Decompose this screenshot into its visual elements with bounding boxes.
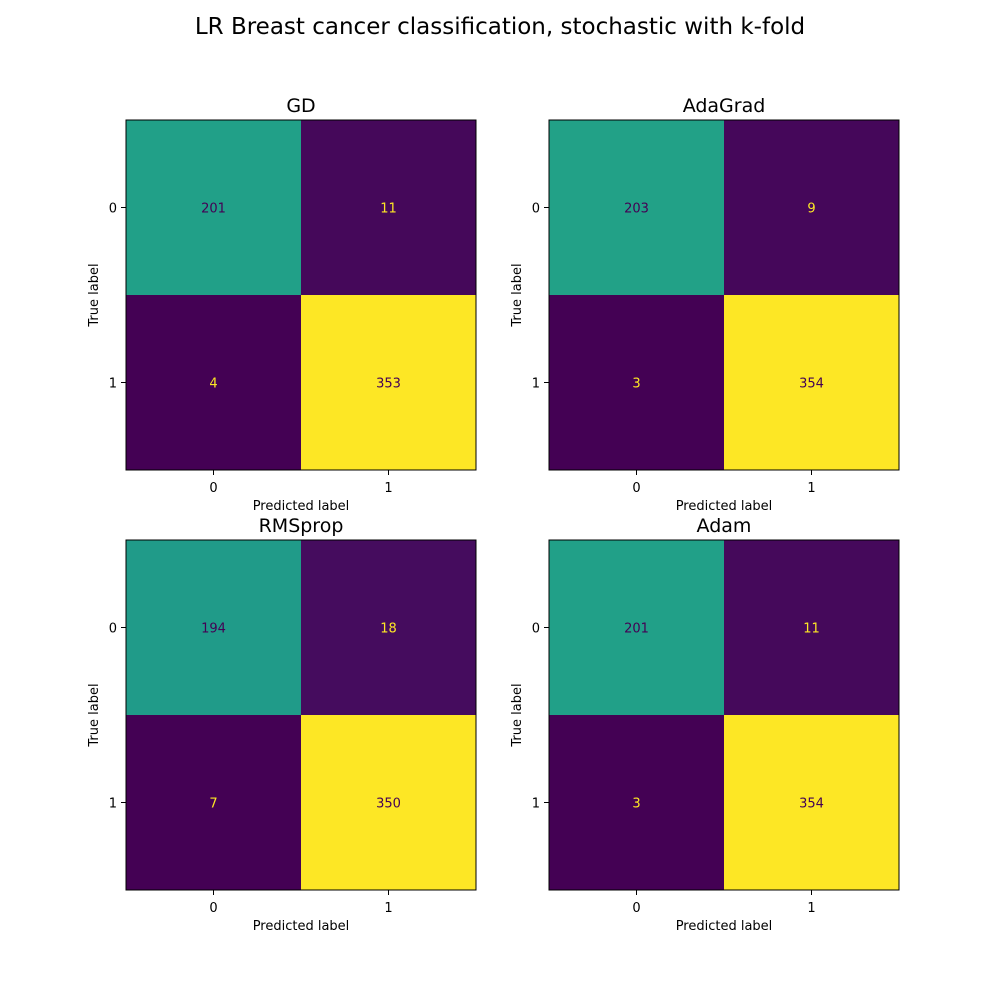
x-tick-label: 0 xyxy=(209,481,217,496)
matrix-cell xyxy=(126,120,301,295)
figure-title: LR Breast cancer classification, stochas… xyxy=(194,14,806,40)
matrix-cell xyxy=(724,540,899,715)
y-tick-label: 0 xyxy=(532,202,540,217)
y-tick-label: 0 xyxy=(532,622,540,637)
matrix-cell xyxy=(126,715,301,890)
y-tick-label: 1 xyxy=(532,797,540,812)
y-tick-label: 1 xyxy=(532,377,540,392)
cell-value-label: 194 xyxy=(201,622,226,637)
x-tick-label: 1 xyxy=(807,481,815,496)
axes-frame xyxy=(125,119,477,471)
subplot-title: GD xyxy=(286,95,315,117)
x-axis-label: Predicted label xyxy=(676,919,773,934)
cell-value-label: 353 xyxy=(376,377,401,392)
matrix-cell xyxy=(549,120,724,295)
cell-value-label: 4 xyxy=(209,377,217,392)
cell-value-label: 18 xyxy=(380,622,397,637)
cell-value-label: 203 xyxy=(624,202,649,217)
y-axis-label: True label xyxy=(87,263,102,327)
cell-value-label: 350 xyxy=(376,797,401,812)
y-tick-label: 1 xyxy=(109,797,117,812)
cell-value-label: 201 xyxy=(624,622,649,637)
x-axis-label: Predicted label xyxy=(253,499,350,514)
matrix-cell xyxy=(301,295,476,470)
x-tick-label: 1 xyxy=(384,901,392,916)
cell-value-label: 11 xyxy=(380,202,397,217)
matrix-cell xyxy=(549,540,724,715)
matrix-cell xyxy=(126,540,301,715)
y-axis-label: True label xyxy=(510,263,525,327)
cell-value-label: 354 xyxy=(799,377,824,392)
y-tick-label: 0 xyxy=(109,202,117,217)
matrix-cell xyxy=(549,295,724,470)
x-tick-label: 1 xyxy=(384,481,392,496)
x-tick-label: 1 xyxy=(807,901,815,916)
matrix-cell xyxy=(301,120,476,295)
x-axis-label: Predicted label xyxy=(253,919,350,934)
y-axis-label: True label xyxy=(510,683,525,747)
matrix-cell xyxy=(301,715,476,890)
axes-frame xyxy=(548,539,900,891)
x-axis-label: Predicted label xyxy=(676,499,773,514)
cell-value-label: 354 xyxy=(799,797,824,812)
cell-value-label: 11 xyxy=(803,622,820,637)
x-tick-label: 0 xyxy=(632,481,640,496)
matrix-cell xyxy=(549,715,724,890)
x-tick-label: 0 xyxy=(632,901,640,916)
matrix-cell xyxy=(724,295,899,470)
cell-value-label: 3 xyxy=(632,797,640,812)
y-tick-label: 1 xyxy=(109,377,117,392)
subplot-title: RMSprop xyxy=(259,515,344,537)
matrix-cell xyxy=(724,715,899,890)
subplot-title: Adam xyxy=(697,515,752,537)
axes-frame xyxy=(548,119,900,471)
cell-value-label: 201 xyxy=(201,202,226,217)
x-tick-label: 0 xyxy=(209,901,217,916)
cell-value-label: 3 xyxy=(632,377,640,392)
matrix-cell xyxy=(301,540,476,715)
cell-value-label: 9 xyxy=(807,202,815,217)
y-axis-label: True label xyxy=(87,683,102,747)
subplot-title: AdaGrad xyxy=(683,95,766,117)
matrix-cell xyxy=(126,295,301,470)
matrix-cell xyxy=(724,120,899,295)
cell-value-label: 7 xyxy=(209,797,217,812)
axes-frame xyxy=(125,539,477,891)
y-tick-label: 0 xyxy=(109,622,117,637)
